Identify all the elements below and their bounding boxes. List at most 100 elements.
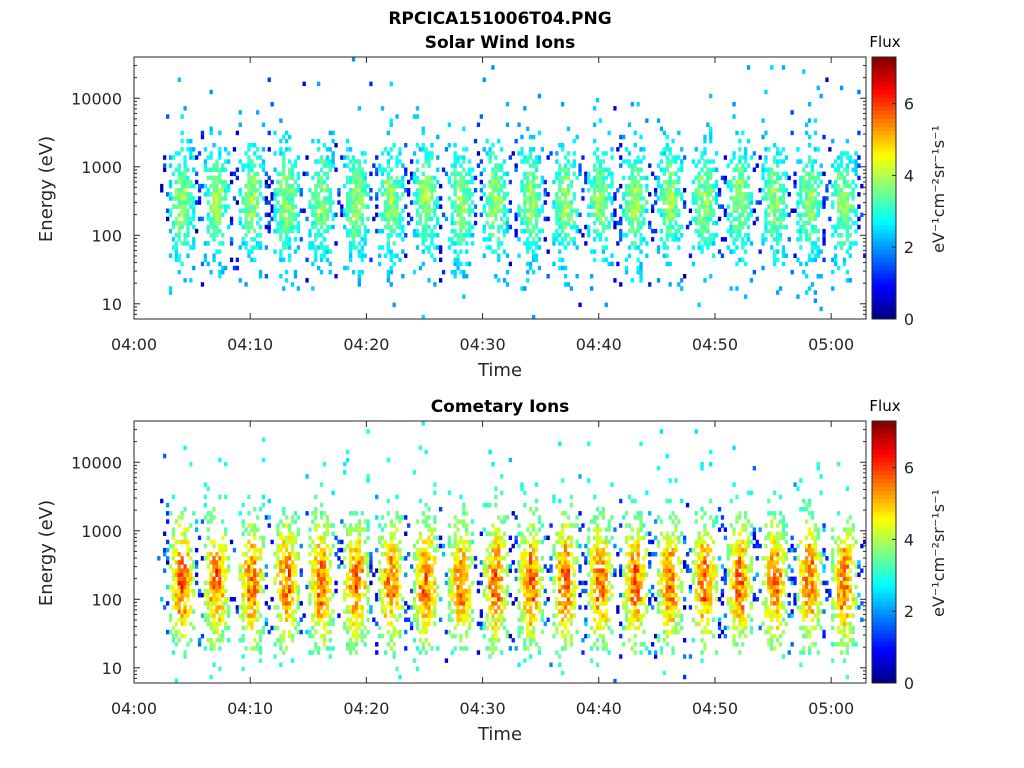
- spectrogram-pixel: [351, 237, 356, 242]
- spectrogram-pixel: [636, 265, 640, 271]
- spectrogram-pixel: [459, 163, 463, 168]
- spectrogram-pixel: [189, 183, 193, 189]
- spectrogram-pixel: [290, 220, 295, 226]
- spectrogram-pixel: [253, 192, 257, 197]
- spectrogram-pixel: [261, 535, 266, 541]
- colorbar-swatch: [872, 89, 896, 95]
- spectrogram-pixel: [563, 196, 568, 201]
- spectrogram-pixel: [813, 298, 817, 303]
- spectrogram-pixel: [485, 592, 489, 598]
- spectrogram-pixel: [250, 257, 254, 263]
- spectrogram-pixel: [700, 183, 704, 189]
- spectrogram-pixel: [258, 650, 263, 655]
- spectrogram-pixel: [192, 511, 196, 516]
- spectrogram-pixel: [805, 208, 809, 213]
- spectrogram-pixel: [177, 584, 181, 590]
- spectrogram-pixel: [593, 183, 597, 189]
- spectrogram-pixel: [555, 151, 559, 156]
- spectrogram-pixel: [389, 560, 393, 565]
- spectrogram-pixel: [569, 212, 573, 218]
- spectrogram-pixel: [758, 200, 762, 205]
- spectrogram-pixel: [569, 183, 573, 189]
- spectrogram-pixel: [296, 556, 300, 561]
- spectrogram-pixel: [282, 167, 286, 172]
- spectrogram-pixel: [476, 122, 481, 127]
- spectrogram-pixel: [810, 204, 815, 209]
- spectrogram-pixel: [497, 617, 501, 622]
- spectrogram-pixel: [773, 249, 777, 254]
- spectrogram-pixel: [767, 179, 771, 185]
- spectrogram-pixel: [221, 167, 225, 172]
- spectrogram-pixel: [404, 188, 408, 193]
- spectrogram-pixel: [308, 592, 312, 598]
- spectrogram-pixel: [604, 224, 608, 230]
- spectrogram-pixel: [238, 188, 242, 193]
- spectrogram-pixel: [677, 188, 681, 193]
- spectrogram-pixel: [459, 216, 463, 222]
- spectrogram-pixel: [430, 241, 434, 246]
- spectrogram-pixel: [595, 212, 600, 218]
- spectrogram-pixel: [561, 102, 565, 107]
- spectrogram-pixel: [537, 265, 542, 271]
- spectrogram-pixel: [334, 241, 338, 246]
- spectrogram-pixel: [703, 188, 707, 193]
- spectrogram-pixel: [212, 204, 216, 209]
- spectrogram-pixel: [630, 102, 634, 107]
- spectrogram-pixel: [459, 633, 463, 639]
- spectrogram-pixel: [479, 114, 483, 119]
- spectrogram-pixel: [378, 625, 382, 631]
- spectrogram-pixel: [276, 552, 280, 557]
- spectrogram-pixel: [430, 584, 434, 590]
- spectrogram-pixel: [206, 212, 210, 218]
- spectrogram-pixel: [354, 200, 359, 205]
- spectrogram-pixel: [726, 245, 730, 250]
- spectrogram-pixel: [421, 597, 425, 602]
- spectrogram-pixel: [465, 556, 469, 561]
- spectrogram-pixel: [209, 126, 213, 132]
- spectrogram-pixel: [810, 171, 815, 177]
- spectrogram-pixel: [174, 597, 178, 602]
- spectrogram-pixel: [607, 130, 611, 136]
- spectrogram-pixel: [421, 126, 425, 132]
- spectrogram-pixel: [171, 592, 176, 598]
- spectrogram-pixel: [206, 241, 210, 246]
- spectrogram-pixel: [395, 601, 399, 606]
- spectrogram-pixel: [288, 535, 292, 541]
- spectrogram-pixel: [415, 245, 420, 250]
- spectrogram-pixel: [293, 269, 298, 275]
- spectrogram-pixel: [224, 621, 228, 627]
- spectrogram-pixel: [700, 237, 704, 242]
- spectrogram-pixel: [177, 253, 181, 258]
- spectrogram-pixel: [363, 233, 367, 238]
- spectrogram-pixel: [700, 155, 704, 160]
- spectrogram-pixel: [654, 200, 658, 205]
- spectrogram-pixel: [636, 192, 640, 197]
- spectrogram-pixel: [238, 110, 242, 115]
- spectrogram-pixel: [834, 228, 838, 234]
- spectrogram-pixel: [215, 629, 219, 635]
- spectrogram-pixel: [738, 196, 742, 201]
- spectrogram-pixel: [444, 629, 449, 635]
- spectrogram-pixel: [308, 188, 312, 193]
- spectrogram-pixel: [781, 208, 786, 213]
- spectrogram-pixel: [677, 245, 681, 250]
- spectrogram-pixel: [761, 233, 765, 238]
- spectrogram-pixel: [197, 642, 202, 647]
- spectrogram-pixel: [354, 527, 359, 532]
- spectrogram-pixel: [180, 208, 184, 213]
- spectrogram-pixel: [502, 208, 507, 213]
- spectrogram-pixel: [561, 220, 565, 226]
- spectrogram-pixel: [735, 233, 739, 238]
- spectrogram-pixel: [662, 151, 666, 156]
- spectrogram-pixel: [363, 580, 367, 586]
- spectrogram-pixel: [261, 625, 266, 631]
- spectrogram-pixel: [369, 560, 373, 565]
- spectrogram-pixel: [366, 523, 370, 528]
- spectrogram-pixel: [317, 204, 321, 209]
- spectrogram-pixel: [171, 237, 176, 242]
- spectrogram-pixel: [436, 196, 440, 201]
- spectrogram-pixel: [453, 592, 457, 598]
- spectrogram-pixel: [389, 200, 393, 205]
- spectrogram-pixel: [343, 523, 347, 528]
- y-axis-label: Energy (eV): [36, 136, 57, 242]
